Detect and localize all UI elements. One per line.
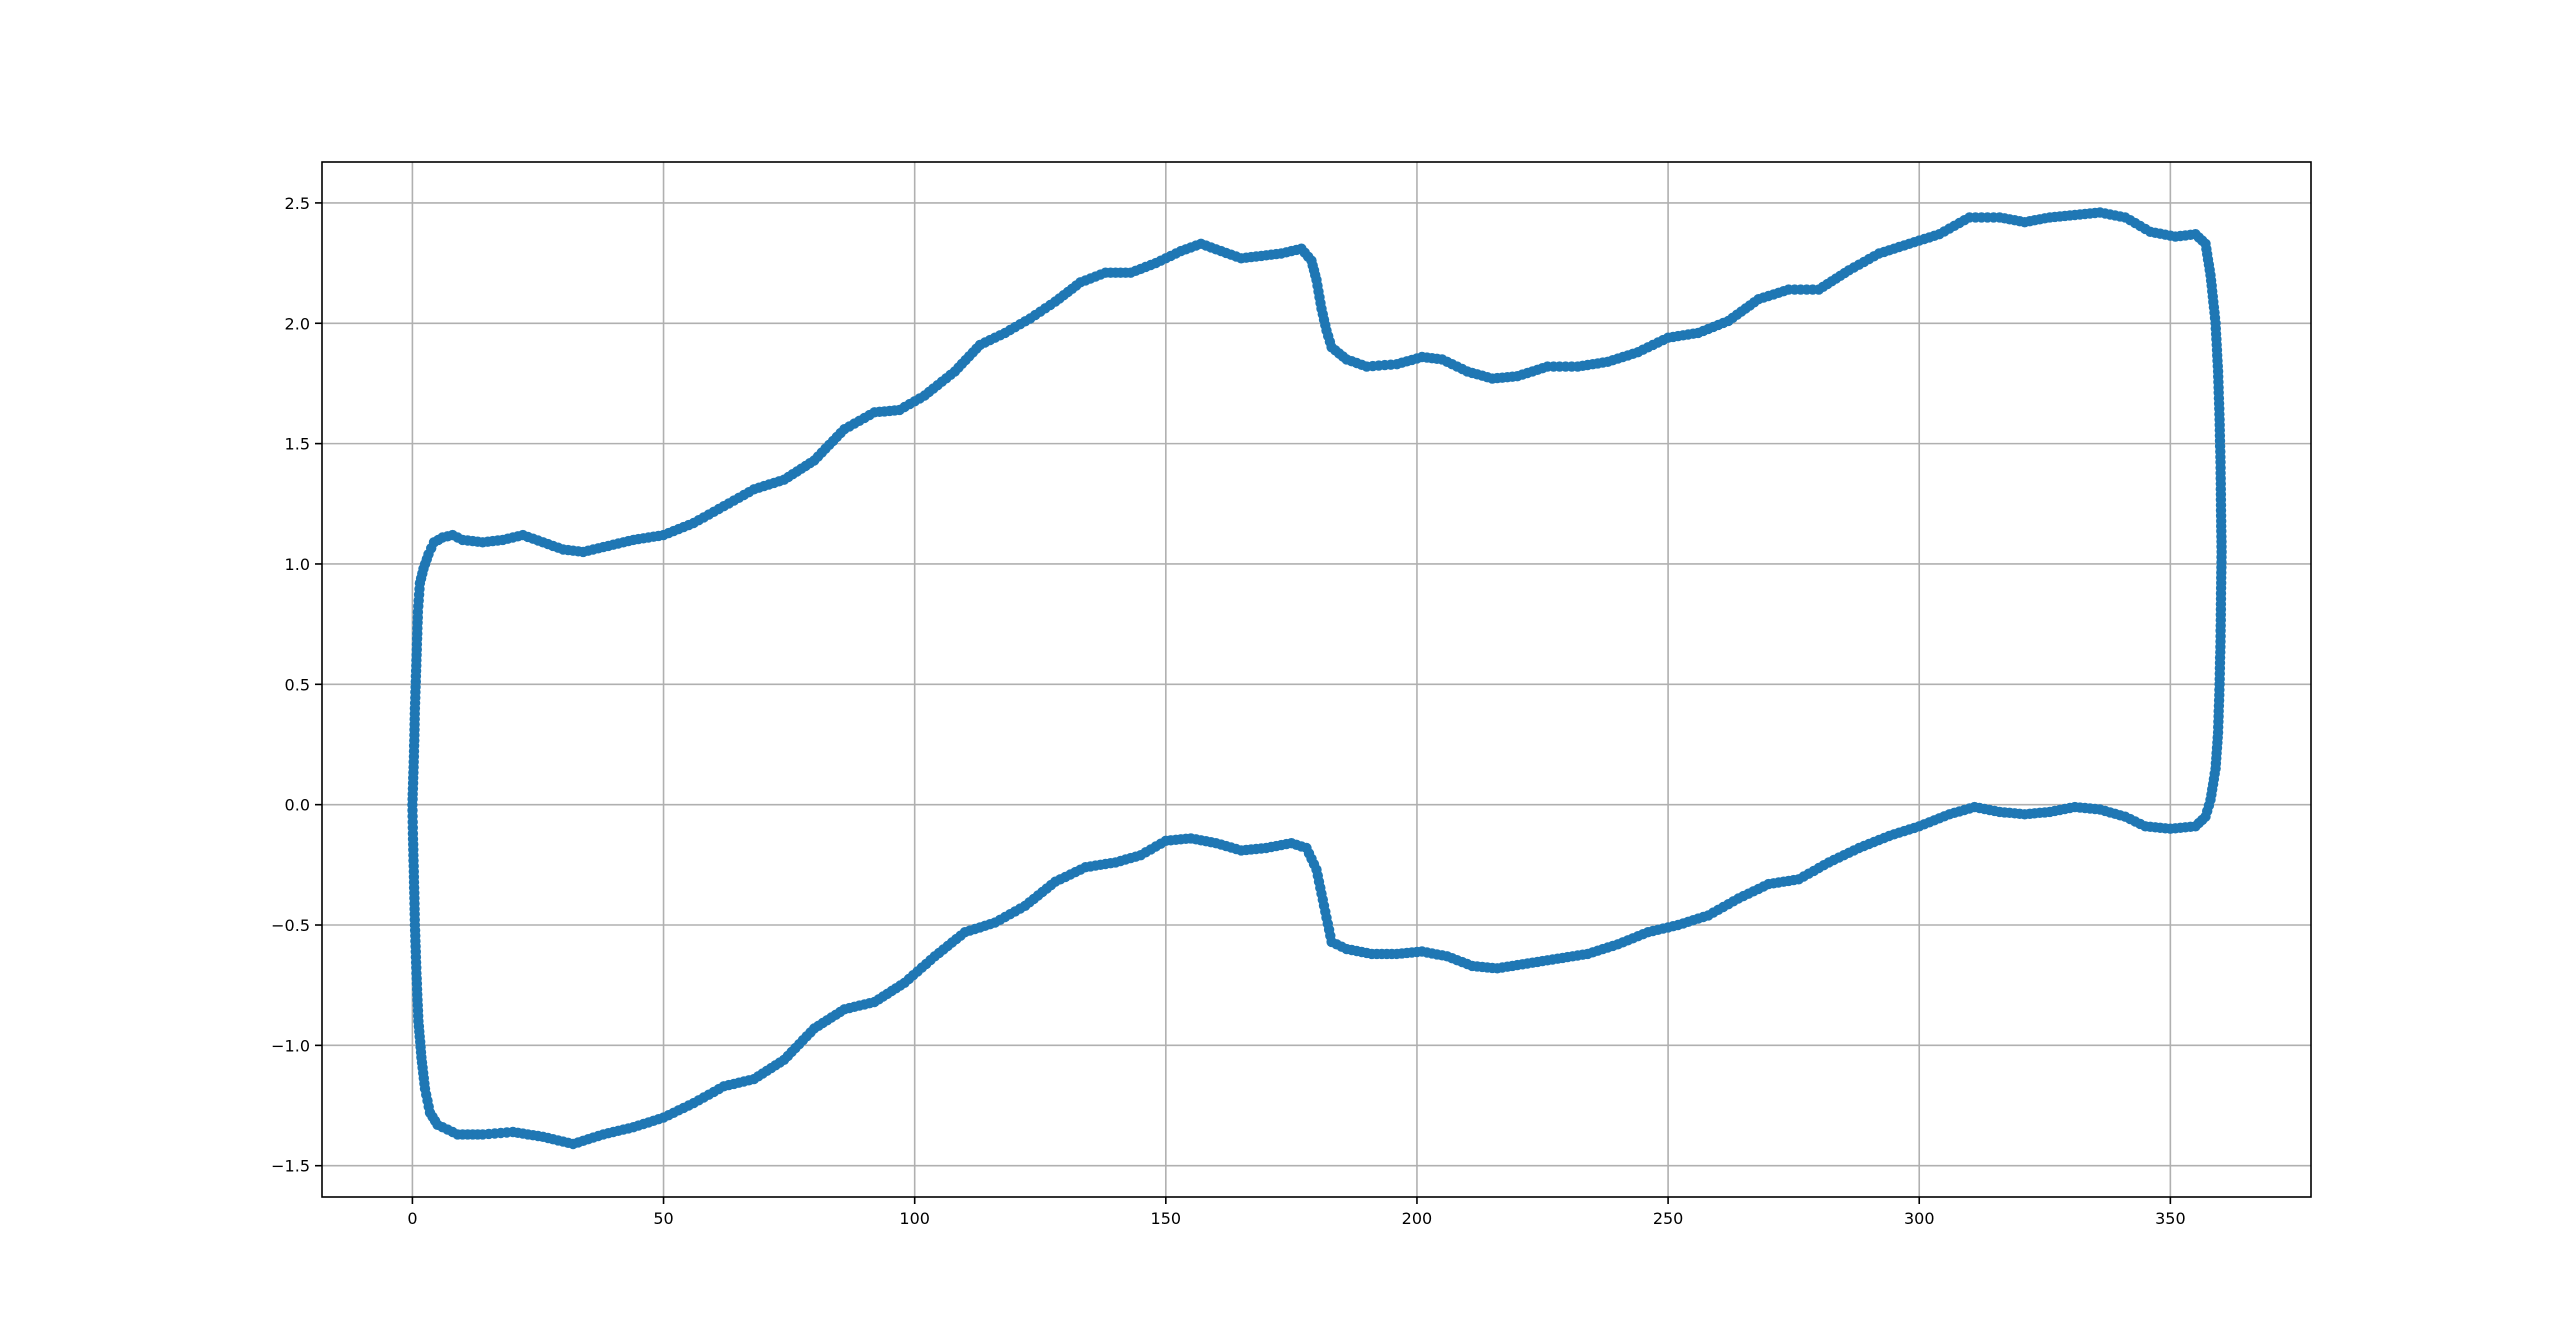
y-tick-label: 2.5 — [285, 194, 310, 213]
y-tick-label: −0.5 — [271, 916, 310, 935]
y-tick-label: −1.5 — [271, 1157, 310, 1176]
x-tick-label: 150 — [1151, 1209, 1182, 1228]
series-layer — [407, 207, 2227, 1150]
x-tick-label: 200 — [1402, 1209, 1433, 1228]
x-tick-label: 0 — [407, 1209, 417, 1228]
y-tick-label: 1.0 — [285, 555, 310, 574]
x-tick-label: 250 — [1653, 1209, 1684, 1228]
y-tick-label: −1.0 — [271, 1036, 310, 1055]
y-tick-label: 1.5 — [285, 435, 310, 454]
x-tick-label: 350 — [2155, 1209, 2186, 1228]
y-tick-label: 0.0 — [285, 796, 310, 815]
x-tick-label: 300 — [1904, 1209, 1935, 1228]
x-tick-label: 100 — [899, 1209, 930, 1228]
y-tick-label: 2.0 — [285, 314, 310, 333]
x-tick-label: 50 — [653, 1209, 673, 1228]
data-point — [407, 805, 418, 816]
ticks: 0 50 100 150 200 250 300 350 −1.5 −1.0 −0.5 0.0 0.5 1… — [271, 194, 2185, 1228]
y-tick-label: 0.5 — [285, 675, 310, 694]
axes-frame — [321, 161, 2312, 1198]
